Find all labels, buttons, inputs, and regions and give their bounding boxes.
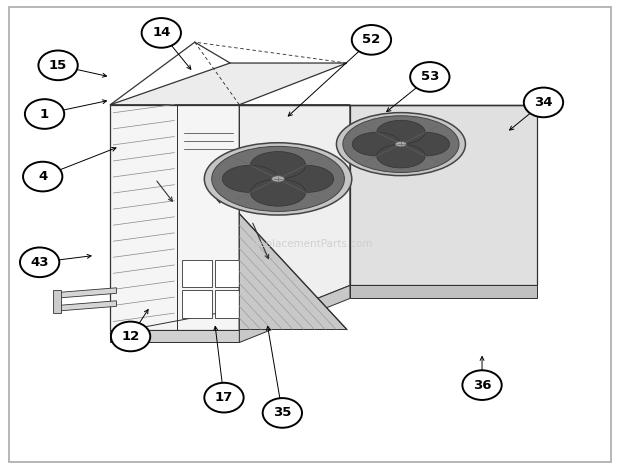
Circle shape [352, 25, 391, 55]
Text: 1: 1 [40, 107, 49, 121]
Circle shape [463, 371, 502, 400]
Circle shape [23, 162, 63, 191]
Polygon shape [110, 330, 239, 342]
Text: 12: 12 [122, 330, 140, 343]
Text: 15: 15 [49, 59, 67, 72]
Ellipse shape [352, 132, 401, 156]
Ellipse shape [377, 144, 425, 168]
Text: 53: 53 [420, 70, 439, 83]
Ellipse shape [272, 175, 285, 182]
Bar [182, 290, 212, 318]
Circle shape [205, 383, 244, 412]
Polygon shape [350, 286, 538, 298]
Text: 52: 52 [362, 33, 381, 46]
Polygon shape [58, 288, 117, 298]
Circle shape [38, 51, 78, 80]
Ellipse shape [278, 166, 334, 192]
Ellipse shape [205, 143, 352, 215]
Text: 17: 17 [215, 391, 233, 404]
Text: 34: 34 [534, 96, 553, 109]
Bar [216, 259, 245, 287]
Bar [53, 290, 61, 313]
Ellipse shape [377, 121, 425, 144]
Ellipse shape [337, 113, 466, 176]
Ellipse shape [343, 116, 459, 173]
Circle shape [141, 18, 181, 48]
Polygon shape [58, 301, 117, 311]
Circle shape [20, 248, 60, 277]
Circle shape [111, 322, 150, 351]
Text: 43: 43 [30, 256, 49, 269]
Circle shape [25, 99, 64, 129]
Text: 4: 4 [38, 170, 47, 183]
Ellipse shape [211, 146, 344, 212]
Ellipse shape [250, 151, 306, 179]
Ellipse shape [395, 141, 407, 147]
Polygon shape [239, 286, 350, 342]
Circle shape [263, 398, 302, 428]
Ellipse shape [250, 179, 306, 206]
Polygon shape [239, 105, 350, 330]
Circle shape [524, 88, 563, 117]
Text: eReplacementParts.com: eReplacementParts.com [247, 239, 373, 249]
Text: 36: 36 [473, 378, 491, 392]
Polygon shape [110, 105, 239, 330]
Polygon shape [350, 105, 538, 286]
Polygon shape [110, 63, 347, 105]
Bar [182, 259, 212, 287]
Bar [216, 290, 245, 318]
Text: 35: 35 [273, 407, 291, 419]
Text: 14: 14 [152, 26, 171, 39]
Ellipse shape [223, 166, 278, 192]
Ellipse shape [401, 132, 449, 156]
Polygon shape [239, 214, 347, 330]
Circle shape [410, 62, 449, 92]
